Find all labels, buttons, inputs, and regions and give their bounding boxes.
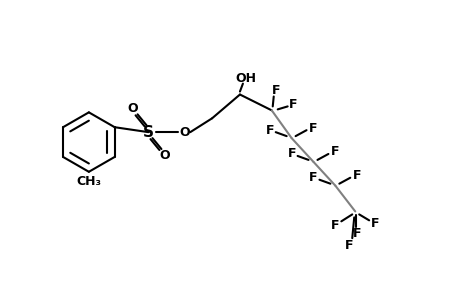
Text: F: F: [287, 148, 295, 160]
Text: OH: OH: [235, 72, 256, 85]
Text: F: F: [344, 238, 353, 252]
Text: S: S: [143, 125, 154, 140]
Text: F: F: [352, 169, 361, 182]
Text: F: F: [352, 227, 361, 240]
Text: O: O: [159, 149, 169, 162]
Text: F: F: [330, 219, 339, 232]
Text: F: F: [289, 98, 297, 111]
Text: O: O: [127, 102, 138, 115]
Text: F: F: [271, 84, 280, 97]
Text: F: F: [265, 124, 274, 137]
Text: CH₃: CH₃: [76, 175, 101, 188]
Text: O: O: [179, 126, 189, 139]
Text: F: F: [370, 217, 379, 230]
Text: F: F: [308, 171, 317, 184]
Text: F: F: [330, 146, 339, 158]
Text: F: F: [308, 122, 317, 135]
